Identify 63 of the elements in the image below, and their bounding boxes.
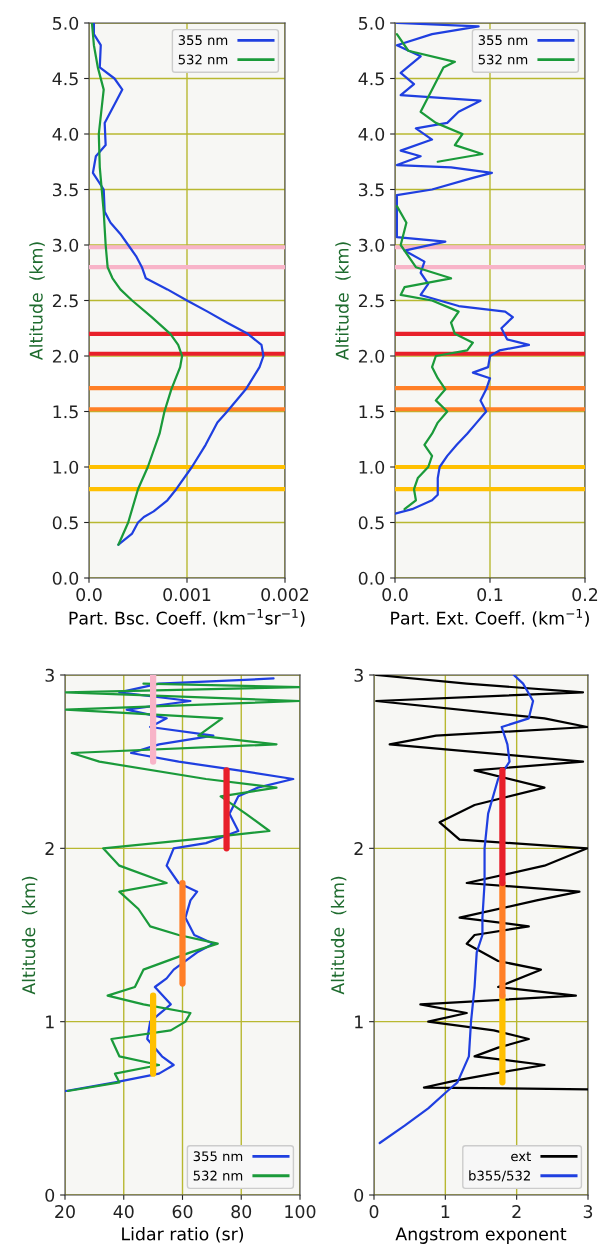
y-axis-title: Altitude (km): [29, 242, 45, 361]
legend-label: ext: [511, 1151, 531, 1162]
x-axis-title: Part. Ext. Coeff. (km$^{−1}$): [391, 608, 589, 627]
y-axis-title: Altitude (km): [21, 876, 38, 995]
x-axis-title: Angstrom exponent: [395, 1227, 567, 1244]
x-tick-label: 2: [512, 1205, 521, 1218]
y-tick-label: 2.0: [52, 349, 79, 363]
x-tick-label: 0.002: [261, 588, 309, 602]
y-tick-label: 4.0: [358, 127, 385, 141]
y-tick-label: 3.0: [52, 238, 79, 252]
legend-label: b355/532: [469, 1170, 530, 1182]
x-tick-label: 0.001: [163, 588, 211, 602]
y-tick-label: 0.0: [358, 571, 385, 585]
x-tick-label: 80: [231, 1205, 252, 1219]
y-tick-label: 0: [354, 1188, 364, 1202]
x-axis-title: Part. Bsc. Coeff. (km$^{−1}$sr$^{−1}$): [69, 608, 305, 627]
y-tick-label: 1: [46, 1015, 54, 1029]
y-tick-label: 4.5: [358, 72, 384, 86]
y-tick-label: 1.0: [359, 460, 385, 474]
y-tick-label: 3: [354, 668, 363, 682]
y-tick-label: 3.0: [358, 238, 385, 252]
y-tick-label: 2.5: [52, 294, 78, 308]
line-series: [91, 23, 265, 546]
x-tick-label: 40: [113, 1205, 134, 1219]
y-tick-label: 4.0: [52, 127, 79, 141]
line-series: [378, 675, 535, 1145]
legend-label: 355 nm: [178, 35, 228, 46]
legend-label: 355 nm: [193, 1151, 243, 1162]
line-series: [395, 23, 531, 515]
y-tick-label: 0.5: [52, 516, 78, 530]
x-tick-label: 0.0: [382, 588, 408, 602]
legend-label: 532 nm: [178, 54, 228, 65]
x-tick-label: 0.1: [477, 588, 503, 602]
x-tick-label: 3: [583, 1205, 593, 1219]
x-tick-label: 20: [55, 1205, 75, 1219]
y-tick-label: 1.0: [53, 460, 79, 474]
x-tick-label: 1: [441, 1205, 450, 1218]
y-tick-label: 0.0: [52, 571, 79, 585]
y-tick-label: 4.5: [52, 72, 78, 86]
y-tick-label: 5.0: [359, 16, 385, 30]
y-tick-label: 1: [355, 1015, 363, 1029]
legend-label: 532 nm: [193, 1170, 243, 1181]
x-tick-label: 0.2: [572, 588, 598, 602]
x-tick-label: 100: [285, 1205, 316, 1219]
y-tick-label: 2.0: [358, 349, 385, 363]
y-tick-label: 5.0: [53, 16, 79, 30]
y-tick-label: 2: [354, 842, 363, 855]
y-tick-label: 0: [45, 1188, 55, 1202]
y-tick-label: 1.5: [359, 405, 384, 419]
x-axis-title: Lidar ratio (sr): [122, 1227, 244, 1243]
y-tick-label: 3: [45, 668, 54, 682]
y-axis-title: Altitude (km): [335, 242, 351, 361]
y-tick-label: 3.5: [52, 183, 78, 197]
y-tick-label: 0.5: [358, 516, 384, 530]
legend-label: 355 nm: [478, 35, 528, 46]
y-tick-label: 2.5: [358, 294, 384, 308]
legend-label: 532 nm: [478, 54, 528, 65]
y-axis-title: Altitude (km): [330, 876, 347, 995]
y-tick-label: 1.5: [53, 405, 78, 419]
y-tick-label: 2: [45, 842, 54, 855]
y-tick-label: 3.5: [358, 183, 384, 197]
x-tick-label: 60: [172, 1205, 193, 1219]
x-tick-label: 0.0: [76, 588, 102, 602]
